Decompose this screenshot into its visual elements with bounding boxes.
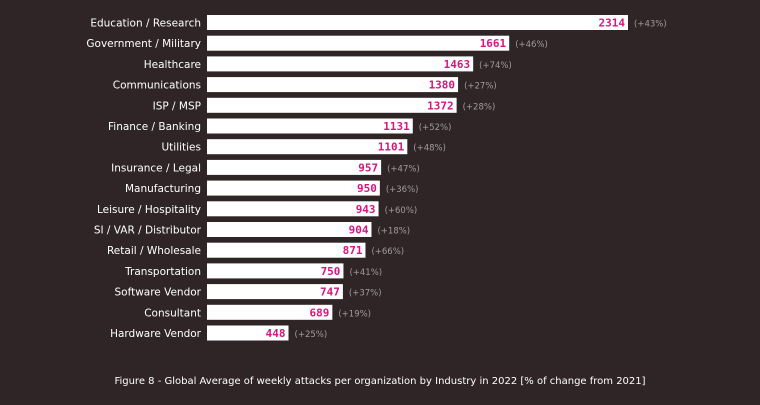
change-label: (+28%): [463, 102, 496, 112]
category-label: SI / VAR / Distributor: [94, 225, 202, 237]
value-label: 1380: [429, 79, 456, 92]
value-label: 2314: [599, 17, 626, 30]
category-label: Leisure / Hospitality: [97, 204, 201, 216]
change-label: (+25%): [295, 330, 328, 340]
change-label: (+46%): [515, 40, 548, 50]
change-label: (+60%): [385, 206, 418, 216]
category-label: Utilities: [161, 142, 201, 154]
value-label: 957: [358, 161, 378, 174]
value-label: 1661: [480, 37, 507, 50]
change-label: (+19%): [338, 309, 371, 319]
value-label: 950: [357, 182, 377, 195]
category-label: Consultant: [144, 307, 201, 319]
value-label: 747: [320, 286, 340, 299]
change-label: (+48%): [413, 144, 446, 154]
category-label: Government / Military: [86, 38, 201, 50]
value-label: 904: [349, 224, 369, 237]
category-label: Software Vendor: [114, 287, 201, 299]
change-label: (+37%): [349, 289, 382, 299]
value-label: 1101: [378, 141, 405, 154]
category-label: Transportation: [124, 266, 201, 278]
change-label: (+36%): [386, 185, 419, 195]
bar: [207, 304, 333, 320]
bar: [207, 35, 510, 51]
value-label: 750: [321, 265, 341, 278]
category-label: Communications: [113, 80, 201, 92]
change-label: (+74%): [479, 61, 512, 71]
bar: [207, 201, 379, 217]
bar: [207, 97, 457, 113]
bar: [207, 325, 289, 341]
bar: [207, 284, 343, 300]
category-label: Healthcare: [144, 59, 201, 71]
change-label: (+66%): [371, 247, 404, 257]
category-label: Manufacturing: [125, 183, 201, 195]
value-label: 1463: [444, 58, 471, 71]
value-label: 448: [266, 327, 286, 340]
chart-caption: Figure 8 - Global Average of weekly atta…: [114, 376, 646, 387]
bar: [207, 139, 408, 155]
bar: [207, 242, 366, 258]
category-label: Retail / Wholesale: [107, 245, 201, 257]
bar: [207, 118, 413, 134]
category-label: Hardware Vendor: [110, 328, 202, 340]
category-label: Education / Research: [90, 18, 201, 30]
bar: [207, 56, 474, 72]
bar: [207, 222, 372, 237]
bar: [207, 77, 459, 93]
change-label: (+18%): [377, 227, 410, 237]
change-label: (+41%): [349, 268, 382, 278]
value-label: 1372: [427, 99, 454, 112]
change-label: (+52%): [419, 123, 452, 133]
category-label: Insurance / Legal: [111, 162, 201, 174]
value-label: 871: [343, 244, 363, 257]
bar: [207, 263, 344, 279]
value-label: 689: [309, 306, 329, 319]
change-label: (+43%): [634, 20, 667, 30]
bar: [207, 15, 628, 30]
value-label: 943: [356, 203, 376, 216]
category-label: Finance / Banking: [108, 121, 201, 133]
bar: [207, 180, 380, 196]
change-label: (+47%): [387, 164, 420, 174]
change-label: (+27%): [464, 82, 497, 92]
category-label: ISP / MSP: [153, 100, 201, 112]
bar: [207, 159, 382, 175]
value-label: 1131: [383, 120, 410, 133]
